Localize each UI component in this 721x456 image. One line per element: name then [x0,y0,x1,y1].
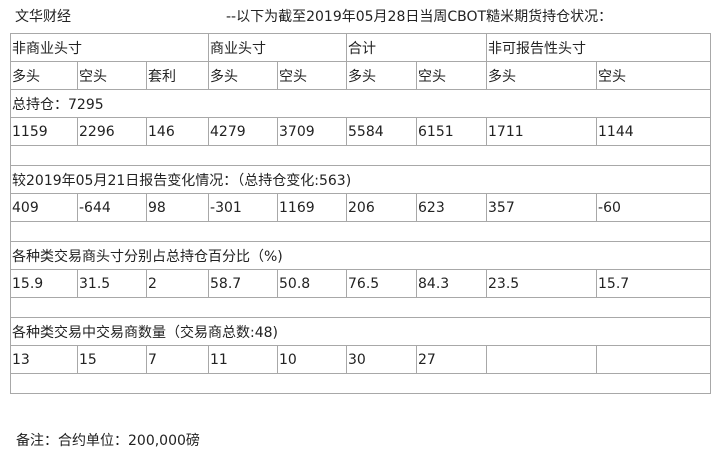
section-label: 各种类交易中交易商数量（交易商总数:48) [9,317,712,346]
spacer-cell [9,145,712,166]
section-label: 各种类交易商头寸分别占总持仓百分比（%) [9,241,712,270]
value-cell: 15.9 [10,269,78,298]
value-cell: 1711 [486,117,598,146]
value-cell: 98 [145,193,210,222]
section-label-row: 各种类交易商头寸分别占总持仓百分比（%) [9,241,712,270]
value-cell: 1169 [277,193,348,222]
group-header: 合计 [346,33,488,62]
section-label: 较2019年05月21日报告变化情况：（总持仓变化:563) [9,165,712,194]
value-cell: 50.8 [277,269,348,298]
section-label-row: 总持仓：7295 [9,89,712,118]
spacer-row [9,221,712,242]
value-cell: 27 [416,345,488,374]
section-label-row: 较2019年05月21日报告变化情况：（总持仓变化:563) [9,165,712,194]
value-cell: -301 [208,193,279,222]
section-values-row: 409 -644 98 -301 1169 206 623 357 -60 [10,193,712,222]
value-cell: 10 [277,345,348,374]
section-values-row: 1159 2296 146 4279 3709 5584 6151 1711 1144 [10,117,712,146]
value-cell: 7 [145,345,210,374]
value-cell: 206 [346,193,418,222]
group-header-row: 非商业头寸 商业头寸 合计 非可报告性头寸 [9,33,712,62]
column-header: 多头 [346,61,418,90]
spacer-row [9,297,712,318]
report-heading: --以下为截至2019年05月28日当周CBOT糙米期货持仓状况： [226,9,613,25]
spacer-cell [9,221,712,242]
value-cell: 1159 [10,117,78,146]
value-cell: 6151 [416,117,488,146]
value-cell: 4279 [208,117,279,146]
value-cell: 623 [416,193,488,222]
column-header-row: 多头 空头 套利 多头 空头 多头 空头 多头 空头 [10,61,712,90]
column-header: 空头 [77,61,147,90]
column-header: 空头 [277,61,348,90]
value-cell: 5584 [346,117,418,146]
value-cell [486,345,598,374]
value-cell: 76.5 [346,269,418,298]
source-label: 文华财经 [15,9,71,25]
value-cell: 23.5 [486,269,598,298]
column-header: 多头 [10,61,78,90]
value-cell: 409 [10,193,78,222]
value-cell: 2 [145,269,210,298]
value-cell: 146 [145,117,210,146]
value-cell: 3709 [277,117,348,146]
column-header: 多头 [208,61,279,90]
value-cell: 13 [10,345,78,374]
value-cell: 58.7 [208,269,279,298]
section-values-row: 13 15 7 11 10 30 27 [10,345,712,374]
spacer-cell [9,297,712,318]
value-cell [596,345,712,374]
positions-table: 非商业头寸 商业头寸 合计 非可报告性头寸 多头 空头 套利 多头 空头 多头 … [9,33,712,394]
section-values-row: 15.9 31.5 2 58.7 50.8 76.5 84.3 23.5 15.7 [10,269,712,298]
value-cell: 31.5 [77,269,147,298]
value-cell: 357 [486,193,598,222]
spacer-cell [9,373,712,394]
spacer-row [9,145,712,166]
group-header: 商业头寸 [208,33,348,62]
value-cell: 2296 [77,117,147,146]
section-label-row: 各种类交易中交易商数量（交易商总数:48) [9,317,712,346]
column-header: 空头 [416,61,488,90]
value-cell: 11 [208,345,279,374]
column-header: 空头 [596,61,712,90]
value-cell: 15 [77,345,147,374]
value-cell: 1144 [596,117,712,146]
spacer-row [9,373,712,394]
value-cell: 84.3 [416,269,488,298]
value-cell: 30 [346,345,418,374]
group-header: 非可报告性头寸 [486,33,712,62]
column-header: 多头 [486,61,598,90]
section-label: 总持仓：7295 [9,89,712,118]
value-cell: -644 [77,193,147,222]
value-cell: 15.7 [596,269,712,298]
column-header: 套利 [145,61,210,90]
value-cell: -60 [596,193,712,222]
footnote: 备注：合约单位：200,000磅 [16,433,200,449]
group-header: 非商业头寸 [9,33,210,62]
